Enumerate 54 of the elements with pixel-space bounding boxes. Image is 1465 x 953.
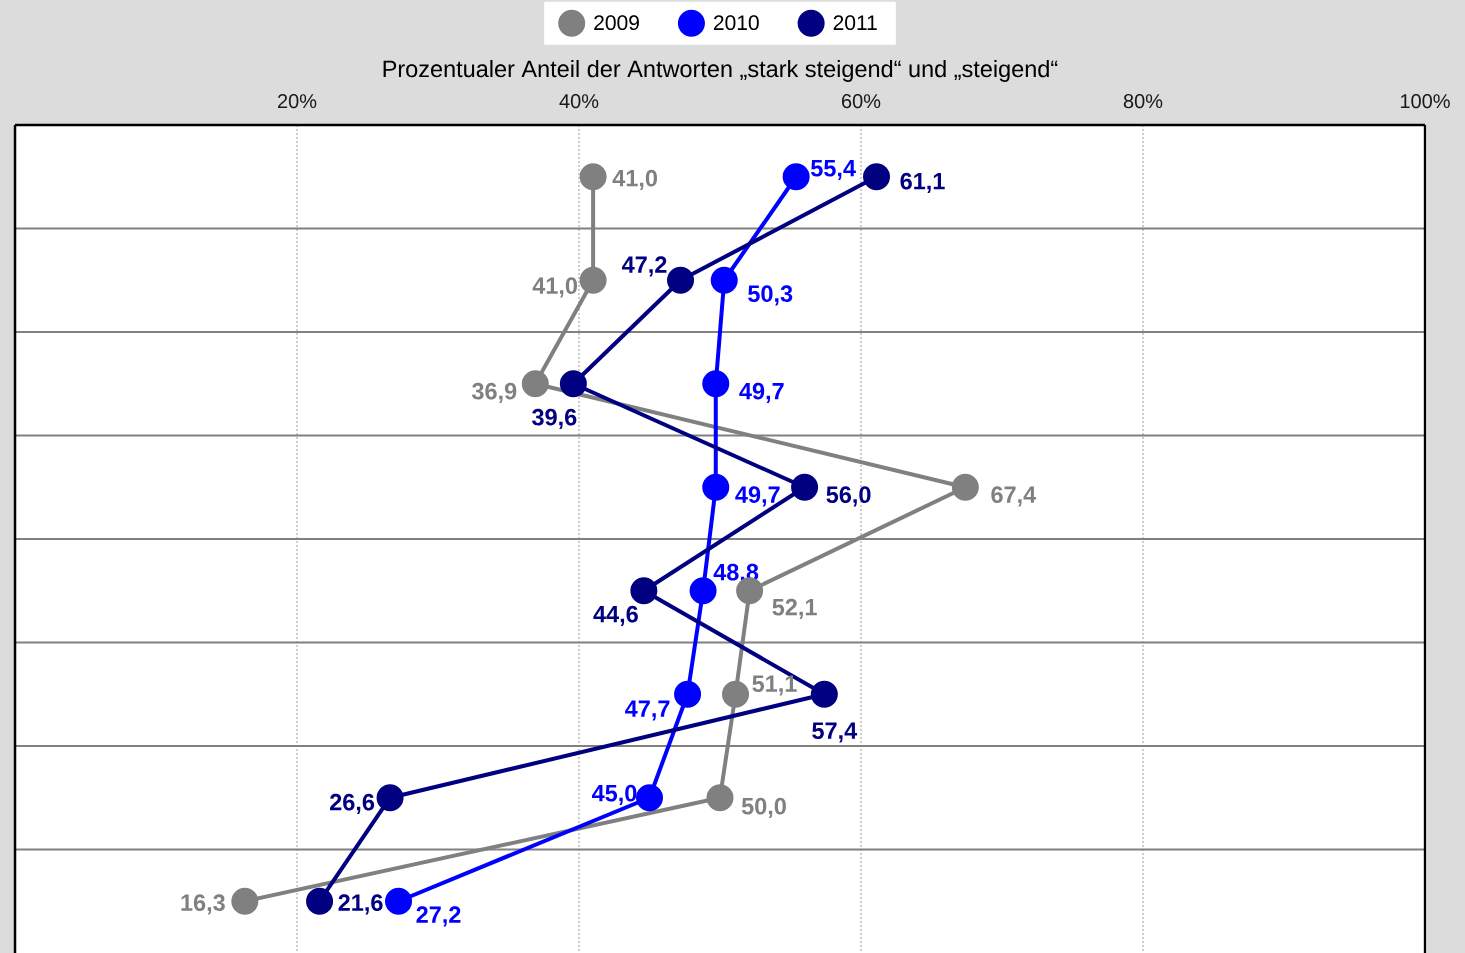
data-label: 49,7 [735, 486, 780, 507]
point [702, 473, 730, 501]
x-axis-title: Prozentualer Anteil der Antworten „stark steigend“ und „steigend“ [383, 59, 1058, 82]
data-label: 44,6 [593, 605, 638, 626]
point [385, 887, 413, 915]
x-tick-label: 60% [842, 94, 881, 109]
data-label: 50,0 [741, 797, 786, 818]
data-label: 67,4 [991, 486, 1037, 507]
data-label: 47,2 [622, 256, 667, 277]
data-label: 27,2 [416, 906, 461, 927]
data-label: 47,7 [625, 700, 670, 721]
legend-label: 2011 [833, 15, 877, 31]
point [231, 887, 259, 915]
point [630, 577, 658, 605]
data-label: 41,0 [532, 277, 578, 298]
data-label: 56,0 [826, 486, 871, 507]
point [791, 473, 819, 501]
point [710, 266, 738, 294]
x-tick-label: 40% [559, 94, 599, 109]
point [706, 784, 734, 812]
point [579, 266, 607, 294]
data-label: 16,3 [181, 894, 225, 915]
point [782, 163, 810, 191]
point [674, 680, 702, 708]
x-tick-label: 80% [1123, 94, 1163, 109]
data-label: 49,7 [739, 382, 784, 403]
data-label: 52,1 [772, 598, 817, 619]
data-label: 21,6 [338, 894, 383, 915]
data-label: 41,0 [612, 169, 658, 190]
data-label: 36,9 [471, 382, 517, 403]
legend-label: 2010 [713, 15, 759, 31]
data-label: 45,0 [591, 784, 637, 805]
point [863, 163, 891, 191]
data-label: 39,6 [532, 408, 577, 429]
point [667, 266, 695, 294]
data-label: 51,1 [752, 675, 797, 696]
point [722, 680, 750, 708]
point [559, 370, 587, 398]
data-label: 55,4 [810, 160, 856, 180]
point [951, 473, 979, 501]
point [521, 370, 549, 398]
x-tick-label: 100% [1400, 94, 1450, 109]
x-tick-label: 20% [278, 94, 317, 109]
data-label: 26,6 [330, 793, 375, 814]
data-label: 50,3 [748, 285, 793, 306]
point [636, 784, 663, 812]
point [579, 163, 607, 191]
legend-label: 2009 [594, 15, 639, 31]
data-label: 61,1 [900, 172, 945, 193]
point [702, 370, 730, 398]
point [810, 680, 838, 708]
data-label: 57,4 [812, 722, 858, 743]
point [306, 887, 334, 915]
point [376, 784, 404, 812]
